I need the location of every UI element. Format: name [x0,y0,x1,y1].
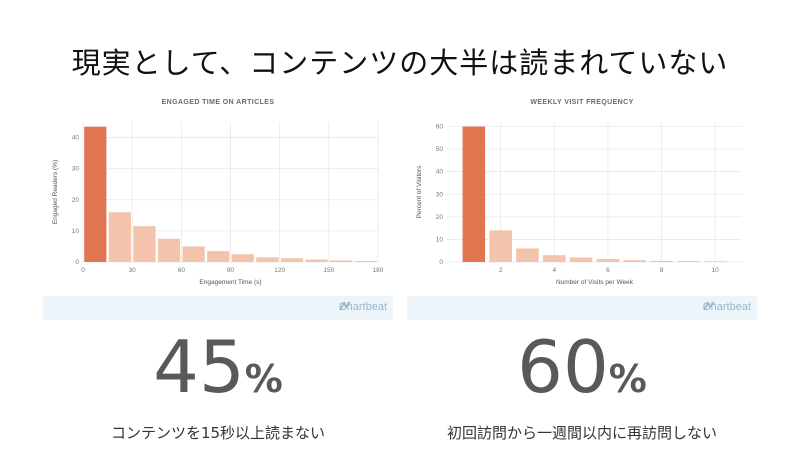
x-axis-label: Engagement Time (s) [199,279,261,286]
chart-bar [108,212,131,262]
y-tick-label: 10 [436,236,444,243]
y-tick-label: 40 [72,135,80,142]
chart-bar [489,230,512,262]
chart-footer: Chartbeat [407,296,757,320]
chart-bar [677,261,700,262]
chart-title: ENGAGED TIME ON ARTICLES [162,99,275,106]
y-tick-label: 50 [436,146,444,153]
chart-bar [256,257,279,262]
chart-bar [354,261,377,262]
x-tick-label: 90 [227,267,235,274]
engaged-time-chart-panel: ENGAGED TIME ON ARTICLES 0 10 20 30 40 0 30 60 90… [43,92,393,320]
stat-block-engaged: 45% コンテンツを15秒以上読まない [43,330,393,443]
x-tick-label: 180 [373,267,384,274]
chart-bar [543,255,566,262]
y-axis-label: Engaged Readers (%) [52,160,59,224]
chart-title: WEEKLY VISIT FREQUENCY [530,99,633,106]
chart-bar [596,259,620,262]
x-tick-label: 150 [323,267,334,274]
chart-bar [157,238,181,262]
chart-footer: Chartbeat [43,296,393,320]
chart-bar [569,257,593,262]
chartbeat-logo-icon [702,301,715,311]
stat-number: 60 [517,325,609,409]
chart-bar [650,260,673,262]
chart-bar [703,261,727,262]
chart-bar [182,246,205,262]
chart-bar [462,126,486,262]
stat-caption: コンテンツを15秒以上読まない [110,424,326,442]
x-tick-label: 10 [712,267,720,274]
stat-number: 45 [153,325,245,409]
page-title: 現実として、コンテンツの大半は読まれていない [71,46,729,80]
chartbeat-brand: Chartbeat [703,301,751,313]
y-tick-label: 60 [436,124,444,131]
y-tick-label: 20 [436,214,444,221]
chartbeat-brand: Chartbeat [339,301,387,313]
y-tick-label: 30 [72,166,80,173]
chartbeat-logo-icon [338,301,351,311]
chart-bar [516,248,539,262]
chart-bar [305,259,328,262]
x-tick-label: 6 [606,267,610,274]
x-tick-label: 0 [81,267,85,274]
x-tick-label: 4 [552,267,556,274]
stat-caption: 初回訪問から一週間以内に再訪問しない [446,424,717,442]
chart-bar [207,251,230,262]
y-axis-label: Percent of Visitors [416,165,423,218]
y-tick-label: 20 [72,197,80,204]
x-tick-label: 120 [274,267,285,274]
y-tick-label: 30 [436,191,444,198]
stat-block-revisit: 60% 初回訪問から一週間以内に再訪問しない [407,330,757,443]
stat-value: 60% [407,330,757,416]
stat-unit: % [244,357,283,401]
chartbeat-brand-name: Chartbeat [702,301,751,313]
visit-frequency-chart-panel: WEEKLY VISIT FREQUENCY 0 10 20 30 40 50 60 2 4 6 8 1… [407,92,757,320]
x-tick-label: 30 [129,267,137,274]
stat-unit: % [608,357,647,401]
x-axis-label: Number of Visits per Week [556,279,634,286]
x-tick-label: 8 [660,267,664,274]
x-tick-label: 2 [499,267,503,274]
chart-bar [330,260,353,262]
y-tick-label: 10 [72,228,80,235]
visit-frequency-chart: WEEKLY VISIT FREQUENCY 0 10 20 30 40 50 60 2 4 6 8 1… [416,99,742,286]
engaged-time-chart: ENGAGED TIME ON ARTICLES 0 10 20 30 40 0 30 60 90… [52,99,384,286]
y-tick-label: 0 [439,259,443,266]
chart-bar [133,226,156,262]
chart-bar [84,126,107,262]
y-tick-label: 40 [436,169,444,176]
chart-bar [231,254,254,262]
chart-bar [280,258,304,262]
stat-value: 45% [43,330,393,416]
chart-bar [623,260,646,262]
chartbeat-brand-name: Chartbeat [338,301,387,313]
y-tick-label: 0 [75,259,79,266]
x-tick-label: 60 [178,267,186,274]
